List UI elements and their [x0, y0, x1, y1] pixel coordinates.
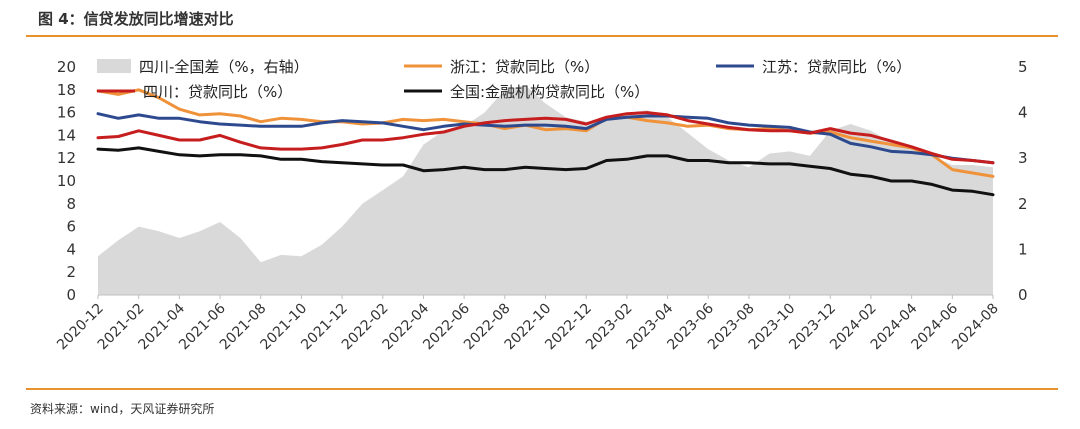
series-line-4 — [96, 146, 995, 197]
legend: 四川-全国差（%，右轴） 浙江：贷款同比（%） 江苏：贷款同比（%） 四川：贷款同比（… — [97, 58, 911, 101]
legend-label: 江苏：贷款同比（%） — [762, 58, 911, 76]
series-area-0 — [98, 85, 993, 295]
y-right-tick-label: 3 — [1018, 149, 1028, 167]
y-right-tick-label: 1 — [1018, 240, 1028, 258]
y-left-tick-label: 10 — [57, 172, 76, 190]
area-layer — [98, 85, 993, 295]
y-left-tick-label: 8 — [66, 195, 76, 213]
y-left-tick-label: 16 — [57, 104, 76, 122]
y-left-tick-label: 4 — [66, 240, 76, 258]
top-rule — [26, 35, 1058, 37]
y-left-tick-label: 2 — [66, 263, 76, 281]
legend-label: 四川-全国差（%，右轴） — [139, 58, 309, 76]
y-left-tick-label: 0 — [66, 286, 76, 304]
source-note: 资料来源：wind，天风证券研究所 — [30, 402, 215, 416]
y-right-tick-label: 0 — [1018, 286, 1028, 304]
lines-layer — [96, 88, 995, 197]
y-left-tick-label: 12 — [57, 149, 76, 167]
series-line-2 — [96, 112, 995, 165]
y-left-tick-label: 20 — [57, 58, 76, 76]
y-right-tick-label: 5 — [1018, 58, 1028, 76]
legend-swatch — [97, 59, 131, 73]
series-line-1 — [96, 88, 995, 178]
legend-label: 四川：贷款同比（%） — [143, 83, 292, 101]
y-left-tick-label: 18 — [57, 81, 76, 99]
figure-title: 图 4：信贷发放同比增速对比 — [38, 10, 234, 28]
y-right-tick-label: 2 — [1018, 195, 1028, 213]
y-left-tick-label: 14 — [57, 126, 76, 144]
legend-label: 全国:金融机构贷款同比（%） — [450, 83, 649, 101]
legend-label: 浙江：贷款同比（%） — [450, 58, 599, 76]
series-line-3 — [96, 111, 995, 165]
y-right-tick-label: 4 — [1018, 104, 1028, 122]
bottom-rule — [26, 388, 1058, 390]
y-left-tick-label: 6 — [66, 218, 76, 236]
